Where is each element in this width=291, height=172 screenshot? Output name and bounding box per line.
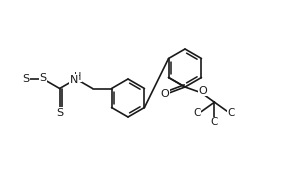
- Text: S: S: [22, 74, 29, 84]
- Text: N: N: [70, 75, 78, 85]
- Text: C: C: [227, 108, 235, 118]
- Text: O: O: [199, 86, 207, 96]
- Text: O: O: [160, 89, 169, 99]
- Text: S: S: [56, 108, 63, 117]
- Text: C: C: [211, 117, 218, 127]
- Text: C: C: [194, 108, 201, 118]
- Text: S: S: [40, 73, 47, 83]
- Text: H: H: [74, 72, 82, 82]
